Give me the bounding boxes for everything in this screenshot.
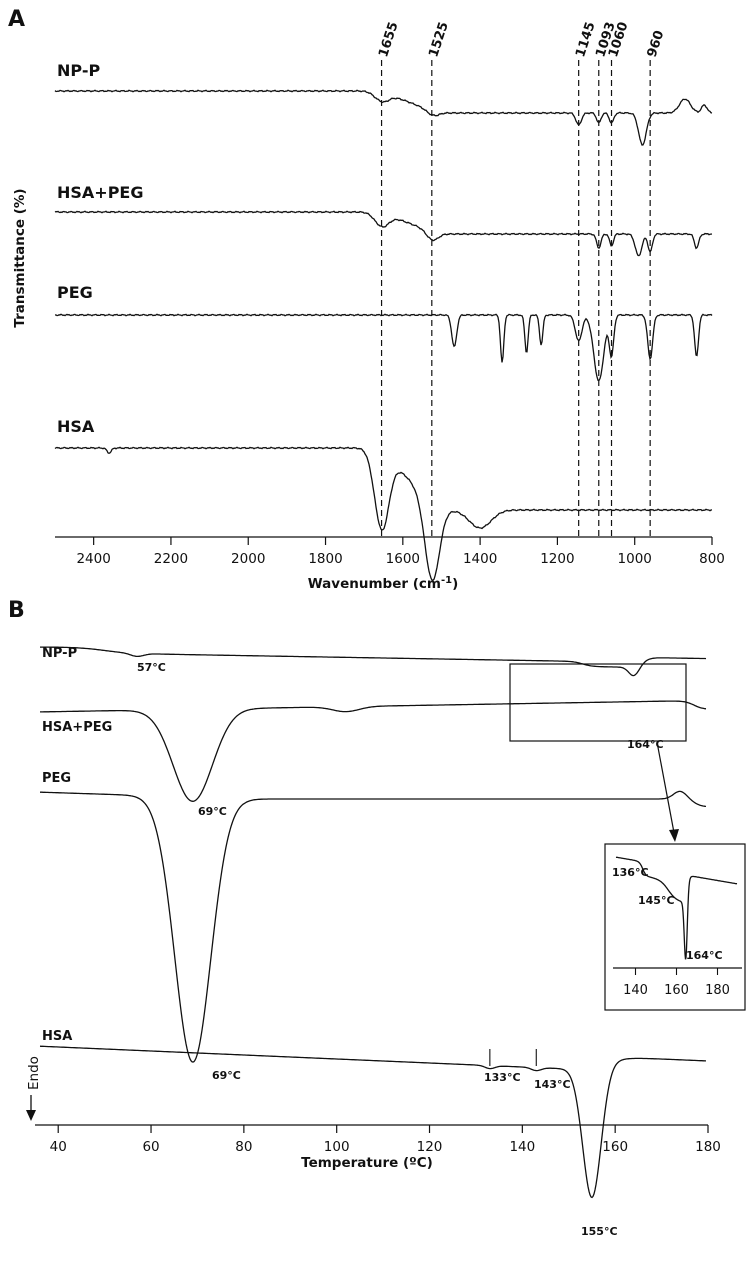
inset-trace <box>615 856 738 960</box>
peak-label: 69°C <box>212 1069 241 1082</box>
x-tick-label: 40 <box>50 1139 67 1155</box>
x-tick-label: 1600 <box>386 551 420 567</box>
band-marker-label: 1655 <box>376 20 401 59</box>
x-tick-label: 120 <box>417 1139 443 1155</box>
peak-label: 69°C <box>198 805 227 818</box>
series-label: PEG <box>57 283 93 302</box>
x-tick-label: 800 <box>699 551 725 567</box>
dsc-trace-hsa <box>39 1045 706 1199</box>
x-tick-label: 2200 <box>154 551 188 567</box>
x-tick-label: 1400 <box>463 551 497 567</box>
panel-a-series-labels: NP-P HSA+PEG PEG HSA <box>57 61 144 436</box>
spectrum-trace-np-p <box>54 89 713 146</box>
panel-b-series-labels: NP-P HSA+PEG PEG HSA <box>42 646 112 1044</box>
x-tick-label: 160 <box>602 1139 628 1155</box>
inset-frame <box>604 843 746 1011</box>
series-label: NP-P <box>42 646 77 661</box>
panel-b-x-axis-title: Temperature (ºC) <box>301 1155 433 1171</box>
dsc-trace-np-p <box>40 646 707 677</box>
panel-a-x-ticks: 2400 2200 2000 1800 1600 1400 1200 1000 800 <box>76 537 725 567</box>
panel-a-x-axis-title: Wavenumber (cm-1) <box>308 575 458 592</box>
panel-b-x-ticks: 40 60 80 100 120 140 160 180 <box>50 1125 721 1155</box>
series-label: HSA+PEG <box>57 183 144 202</box>
series-label: HSA <box>42 1029 72 1044</box>
spectrum-trace-hsa <box>54 446 713 581</box>
x-tick-label: 2000 <box>231 551 265 567</box>
band-marker-label: 960 <box>645 29 668 59</box>
zoom-region-box <box>509 663 687 742</box>
spectrum-trace-peg <box>54 313 713 382</box>
endo-arrow-icon <box>26 1110 36 1121</box>
x-tick-label: 100 <box>324 1139 350 1155</box>
inset-tick-label: 160 <box>664 983 689 998</box>
series-label: PEG <box>42 771 71 786</box>
zoom-arrow <box>656 741 676 839</box>
series-label: HSA+PEG <box>42 720 112 735</box>
x-tick-label: 1200 <box>540 551 574 567</box>
series-label: HSA <box>57 417 95 436</box>
panel-b-dsc-chart: B NP-P HSA+PEG PEG HSA 57°C 164°C 69°C 69°C 133… <box>8 598 746 1238</box>
series-label: NP-P <box>57 61 100 80</box>
panel-a-traces <box>54 89 713 581</box>
panel-letter-b: B <box>8 598 25 623</box>
endo-label: Endo <box>26 1056 42 1090</box>
x-tick-label: 80 <box>235 1139 252 1155</box>
x-tick-label: 1800 <box>308 551 342 567</box>
inset-tick-label: 180 <box>705 983 730 998</box>
x-tick-label: 140 <box>509 1139 535 1155</box>
panel-b-traces <box>39 646 707 1199</box>
peak-label: 155°C <box>581 1225 618 1238</box>
inset-peak-label: 145°C <box>638 894 675 907</box>
panel-letter-a: A <box>8 7 25 32</box>
panel-a-ftir-chart: A Transmittance (%) 1655 1525 114510931060… <box>8 7 725 592</box>
spectrum-trace-hsa-peg <box>54 210 713 257</box>
dsc-trace-hsa-peg <box>40 700 707 802</box>
x-tick-label: 1000 <box>618 551 652 567</box>
x-tick-label: 60 <box>142 1139 159 1155</box>
peak-label: 143°C <box>534 1078 571 1091</box>
inset-tick-label: 140 <box>623 983 648 998</box>
inset-peak-label: 136°C <box>612 866 649 879</box>
panel-a-y-axis-title: Transmittance (%) <box>12 188 28 327</box>
dsc-inset: 140 160 180 136°C 145°C 164°C <box>604 843 746 1011</box>
x-tick-label: 180 <box>695 1139 721 1155</box>
x-tick-label: 2400 <box>76 551 110 567</box>
band-marker-label: 1525 <box>426 20 451 59</box>
peak-label: 57°C <box>137 661 166 674</box>
dsc-trace-peg <box>40 790 707 1063</box>
peak-label: 133°C <box>484 1071 521 1084</box>
inset-peak-label: 164°C <box>686 949 723 962</box>
zoom-arrow-head <box>669 829 679 842</box>
